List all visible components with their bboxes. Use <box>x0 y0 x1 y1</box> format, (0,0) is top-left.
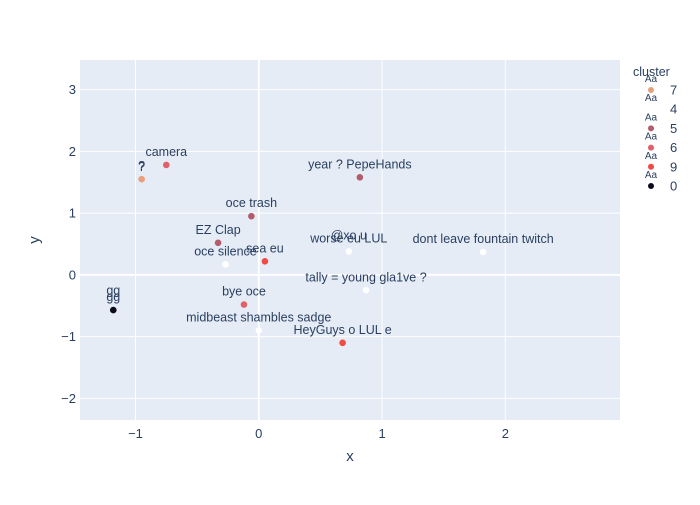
plot-background <box>80 60 620 420</box>
legend-symbol-text: Aa <box>645 132 658 143</box>
data-point <box>163 161 170 169</box>
x-tick-label: 0 <box>255 426 262 441</box>
legend-marker <box>648 125 654 132</box>
legend-marker <box>648 163 654 170</box>
point-label: midbeast shambles sadge <box>186 310 331 324</box>
x-axis-title: x <box>346 448 354 465</box>
data-point <box>109 306 117 314</box>
data-point <box>255 327 263 334</box>
legend-marker <box>648 144 654 151</box>
data-point <box>339 339 346 347</box>
point-label: worse eu LUL <box>309 231 387 245</box>
data-point <box>240 301 248 308</box>
point-label: oce silence <box>194 244 257 258</box>
legend-symbol-text: Aa <box>645 74 658 85</box>
data-point <box>222 261 229 268</box>
y-tick-label: 3 <box>69 82 76 97</box>
data-point <box>214 239 222 247</box>
data-points <box>109 161 487 347</box>
legend-symbol-text: Aa <box>645 151 658 162</box>
legend-marker <box>648 106 654 113</box>
x-tick-label: −1 <box>128 426 143 441</box>
data-point <box>479 248 487 256</box>
point-label: HeyGuys o LUL e <box>294 323 392 337</box>
legend: cluster Aa 7 Aa 4 Aa 5 Aa 6 Aa 9 Aa 0 <box>633 65 677 194</box>
point-label: @xo u <box>331 229 367 243</box>
point-label: sea eu <box>246 241 284 255</box>
legend-marker <box>648 183 654 189</box>
data-point <box>362 287 370 294</box>
legend-item-label: 7 <box>670 83 677 98</box>
data-point <box>248 212 255 220</box>
legend-item-label: 4 <box>670 102 677 117</box>
point-label: gg <box>106 290 120 304</box>
legend-item-label: 6 <box>670 140 677 155</box>
point-label: ? <box>138 160 145 174</box>
y-tick-label: 2 <box>69 144 76 159</box>
data-point <box>261 258 269 265</box>
legend-symbol-text: Aa <box>645 170 658 181</box>
point-label: bye oce <box>222 285 266 299</box>
legend-marker <box>648 87 654 93</box>
y-axis-title: y <box>26 236 43 244</box>
point-label: oce trash <box>226 196 277 210</box>
data-point <box>356 174 364 181</box>
point-label: tally = young gla1ve ? <box>305 270 426 284</box>
y-tick-label: −1 <box>61 329 76 344</box>
grid-lines <box>80 60 620 420</box>
data-point <box>345 248 353 255</box>
legend-symbol-text: Aa <box>645 93 658 104</box>
legend-item-label: 9 <box>670 159 677 174</box>
x-tick-label: 1 <box>378 426 385 441</box>
y-tick-label: −2 <box>61 391 76 406</box>
point-label: ? <box>138 159 145 173</box>
legend-item-label: 5 <box>670 121 677 136</box>
legend-title: cluster <box>633 65 670 79</box>
legend-item-label: 0 <box>670 179 677 194</box>
axis-ticks: −1 0 1 2 −2 −1 0 1 2 3 <box>61 82 509 441</box>
data-point <box>138 175 145 183</box>
point-label: camera <box>145 145 187 159</box>
point-label: EZ Clap <box>196 223 241 237</box>
point-labels: ?camera year ? PepeHands oce trash EZ Clap w… <box>106 145 553 337</box>
point-label: gg <box>106 284 120 298</box>
x-tick-label: 2 <box>502 426 509 441</box>
y-tick-label: 0 <box>69 267 76 282</box>
point-label: year ? PepeHands <box>308 157 412 171</box>
legend-symbol-text: Aa <box>645 112 658 123</box>
point-label: dont leave fountain twitch <box>413 232 554 246</box>
y-tick-label: 1 <box>69 206 76 221</box>
